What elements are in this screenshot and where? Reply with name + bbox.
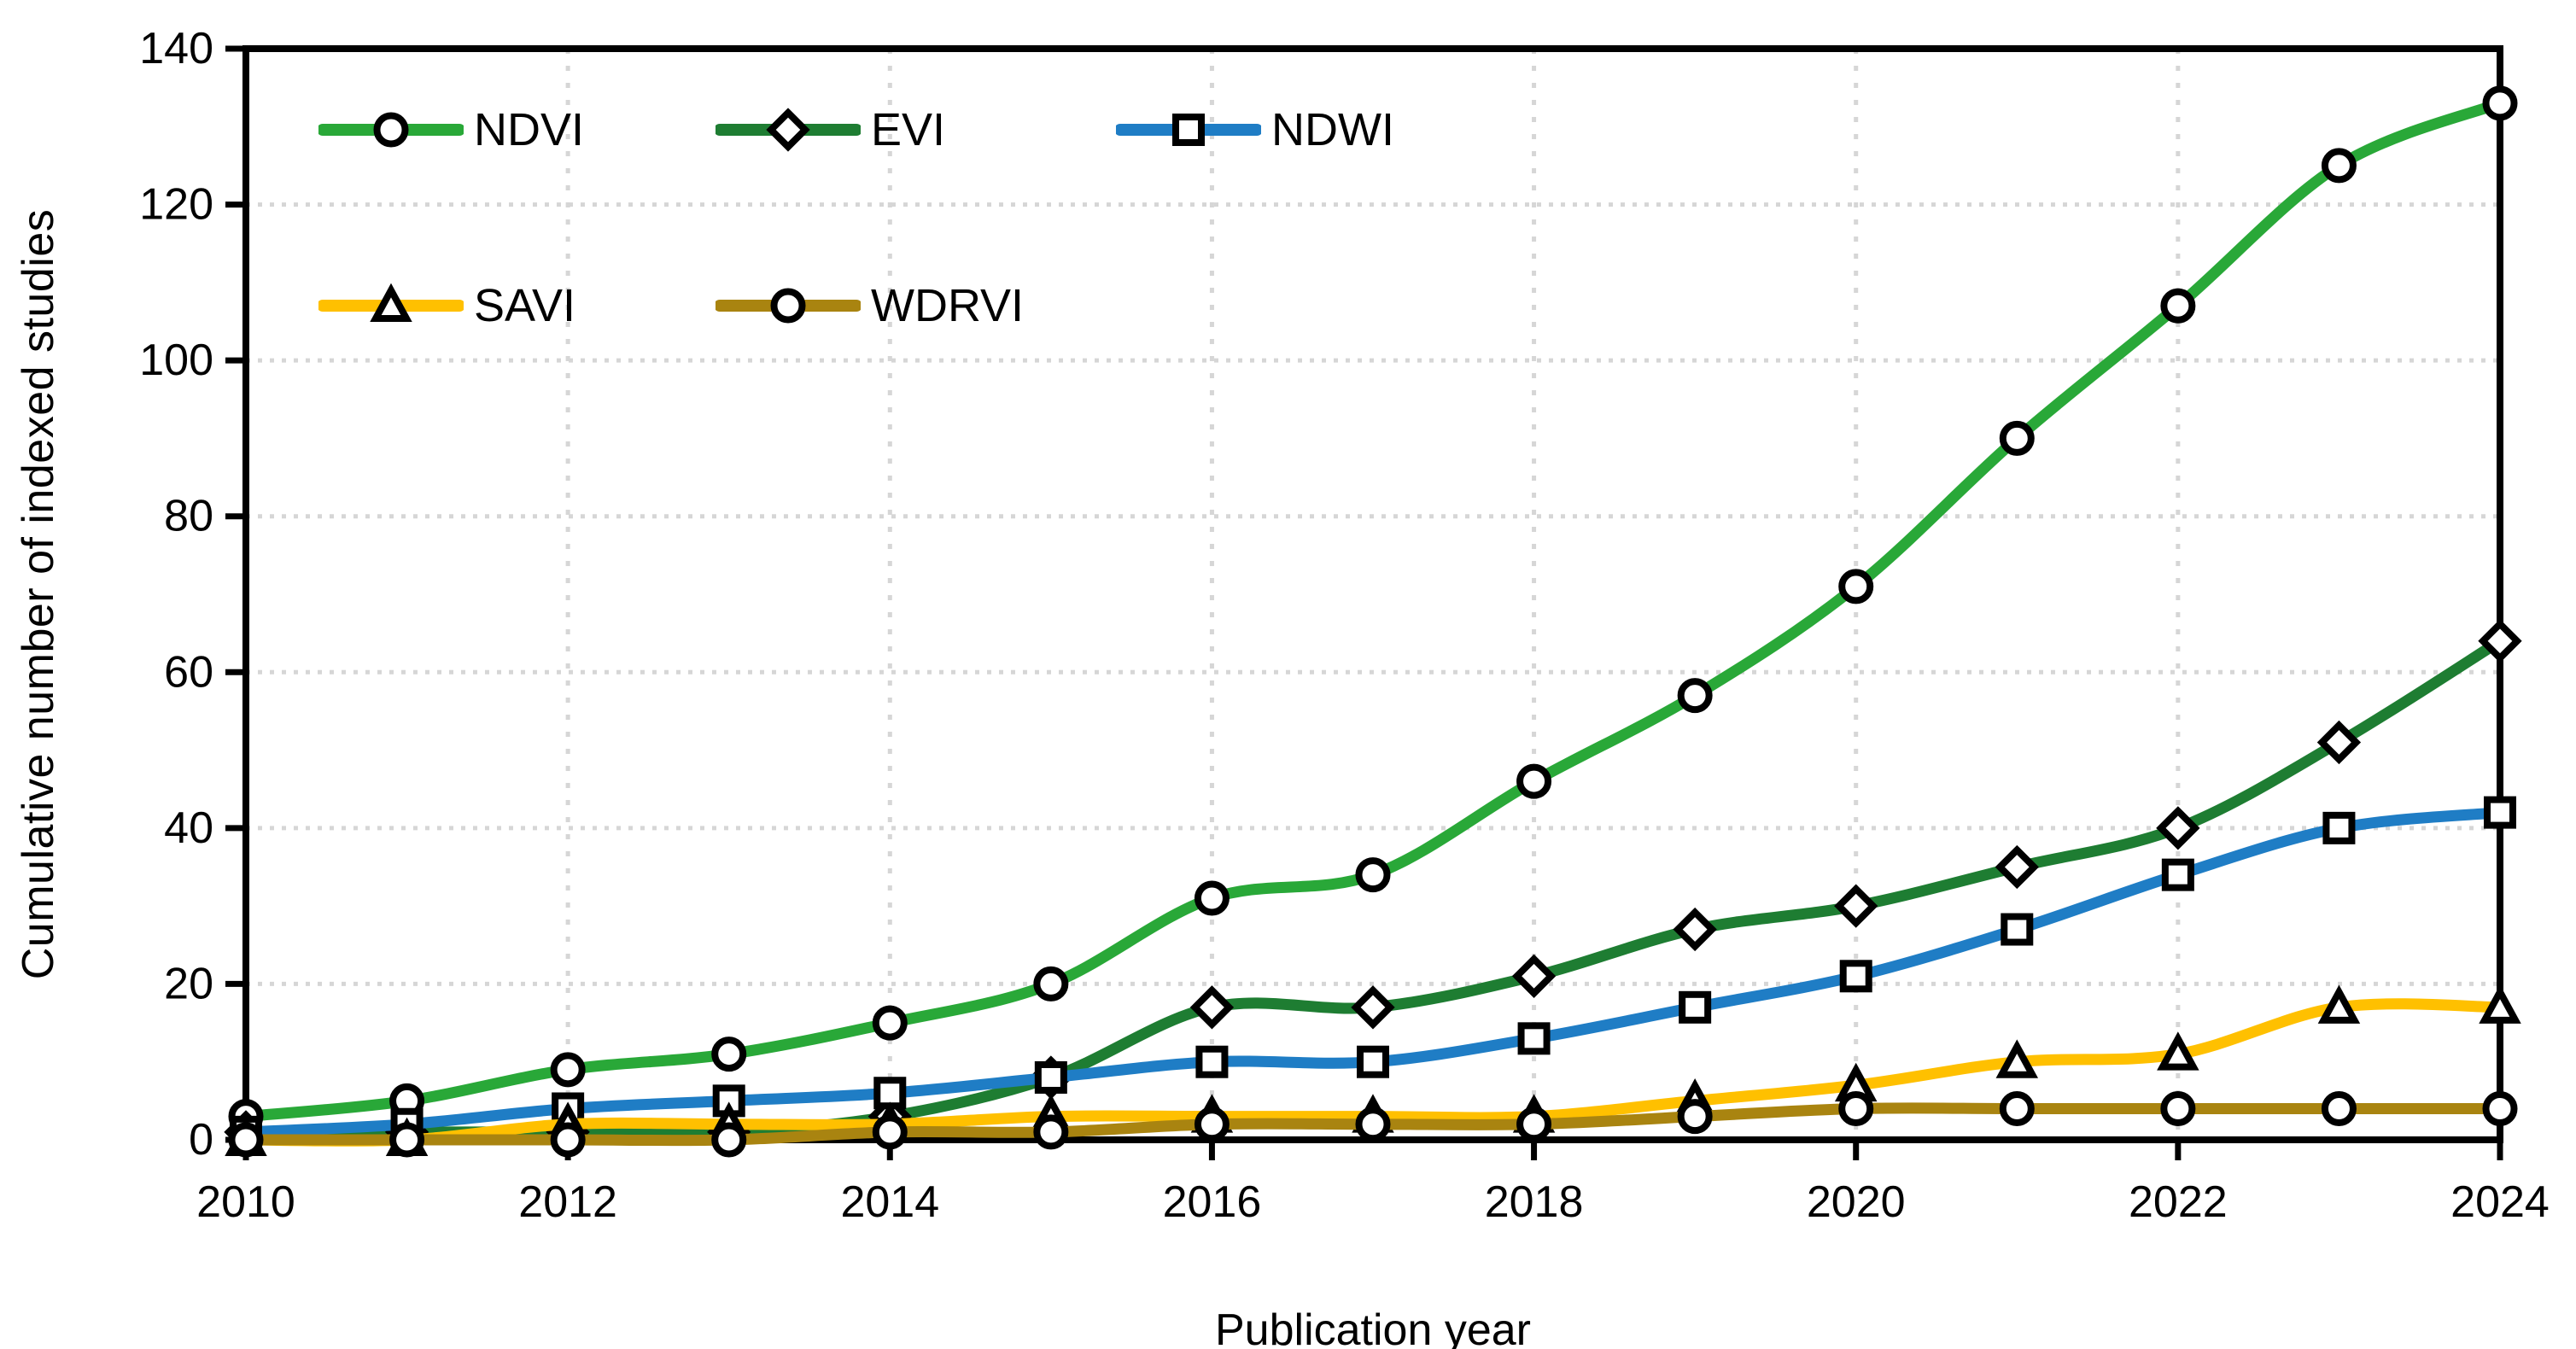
x-axis-title: Publication year <box>1215 1305 1531 1349</box>
diamond-marker <box>1511 954 1557 998</box>
square-marker <box>1034 1060 1067 1094</box>
circle-marker <box>2160 288 2196 324</box>
square-marker <box>1679 990 1712 1024</box>
circle-marker <box>1516 763 1552 799</box>
circle-marker <box>1516 1107 1552 1142</box>
circle-marker <box>550 1052 586 1088</box>
circle-marker <box>1838 569 1874 604</box>
diamond-marker <box>1995 844 2039 890</box>
legend-item-EVI: EVI <box>716 96 945 164</box>
circle-marker <box>872 1114 908 1150</box>
legend-label-WDRVI: WDRVI <box>871 280 1025 331</box>
circle-marker <box>1194 880 1230 916</box>
y-tick-label: 60 <box>164 647 213 697</box>
x-tick-label: 2018 <box>1485 1177 1584 1227</box>
diamond-marker <box>2156 806 2200 850</box>
x-tick-label: 2020 <box>1807 1177 1906 1227</box>
x-tick-label: 2012 <box>518 1177 617 1227</box>
circle-marker <box>2321 148 2357 184</box>
y-tick-label: 140 <box>139 24 213 73</box>
y-tick-label: 80 <box>164 492 213 541</box>
square-marker <box>2484 796 2516 829</box>
plot-border <box>242 45 2503 1143</box>
diamond-marker <box>2478 619 2522 663</box>
x-tick-label: 2014 <box>840 1177 939 1227</box>
circle-marker-icon <box>373 112 409 148</box>
y-tick-label: 20 <box>164 959 213 1008</box>
axis-ticks: 0 20 40 60 80 100 120 140 2010 2012 2014 2016 2018 20… <box>139 24 2550 1227</box>
series-NDVI <box>228 85 2518 1135</box>
diamond-marker <box>1834 884 1878 928</box>
circle-marker <box>1838 1090 1874 1126</box>
circle-marker-icon <box>770 288 806 324</box>
triangle-marker <box>2317 984 2361 1024</box>
x-tick-label: 2022 <box>2129 1177 2228 1227</box>
square-marker <box>2161 858 2194 891</box>
circle-marker <box>2160 1090 2196 1126</box>
circle-marker <box>1033 966 1069 1002</box>
legend-swatch-SAVI <box>318 283 464 322</box>
square-marker <box>2322 811 2356 844</box>
square-marker <box>1517 1022 1551 1055</box>
circle-marker <box>872 1005 908 1041</box>
circle-marker <box>2482 85 2518 121</box>
circle-marker <box>228 1122 264 1158</box>
legend-label-NDVI: NDVI <box>474 104 585 155</box>
legend-item-NDWI: NDWI <box>1116 96 1394 164</box>
series-WDRVI <box>228 1090 2518 1158</box>
circle-marker <box>550 1122 586 1158</box>
series-line-NDVI <box>240 97 2506 1123</box>
circle-marker <box>1355 1107 1391 1142</box>
y-tick-label: 40 <box>164 803 213 853</box>
diamond-marker-icon <box>766 108 810 152</box>
circle-marker <box>1999 420 2035 456</box>
circle-marker <box>1677 1099 1713 1135</box>
y-tick-label: 100 <box>139 336 213 385</box>
diamond-marker <box>1189 985 1235 1030</box>
square-marker <box>1357 1045 1389 1078</box>
diamond-marker <box>1673 907 1717 952</box>
square-marker <box>2001 913 2034 946</box>
x-tick-label: 2010 <box>196 1177 295 1227</box>
square-marker-icon <box>1172 114 1205 146</box>
legend-swatch-WDRVI <box>716 288 861 324</box>
circle-marker <box>1677 678 1713 714</box>
circle-marker <box>2321 1090 2357 1126</box>
diamond-marker <box>1351 985 1395 1030</box>
legend-swatch-NDWI <box>1116 114 1261 146</box>
gridlines <box>246 49 2500 1140</box>
circle-marker <box>711 1037 747 1072</box>
circle-marker <box>1355 857 1391 893</box>
circle-marker <box>1999 1090 2035 1126</box>
circle-marker <box>1194 1107 1230 1142</box>
legend-label-EVI: EVI <box>871 104 946 155</box>
legend-item-NDVI: NDVI <box>318 96 584 164</box>
legend-label-NDWI: NDWI <box>1271 104 1394 155</box>
y-axis-title: Cumulative number of indexed studies <box>14 208 64 980</box>
square-marker <box>1839 960 1872 993</box>
x-tick-label: 2016 <box>1163 1177 1262 1227</box>
triangle-marker <box>2479 984 2521 1024</box>
x-tick-label: 2024 <box>2450 1177 2550 1227</box>
triangle-marker-icon <box>370 283 412 322</box>
circle-marker <box>711 1122 747 1158</box>
legend-swatch-NDVI <box>318 112 464 148</box>
legend-swatch-EVI <box>716 108 861 152</box>
circle-marker <box>1033 1114 1069 1150</box>
square-marker <box>1195 1045 1229 1078</box>
diamond-marker <box>2316 720 2362 765</box>
legend-item-SAVI: SAVI <box>318 272 575 340</box>
y-tick-label: 120 <box>139 180 213 230</box>
triangle-marker <box>2157 1031 2199 1071</box>
triangle-marker <box>1995 1039 2039 1078</box>
circle-marker <box>389 1122 425 1158</box>
y-tick-label: 0 <box>189 1115 213 1165</box>
legend-item-WDRVI: WDRVI <box>716 272 1024 340</box>
circle-marker <box>2482 1090 2518 1126</box>
legend-label-SAVI: SAVI <box>474 280 576 331</box>
